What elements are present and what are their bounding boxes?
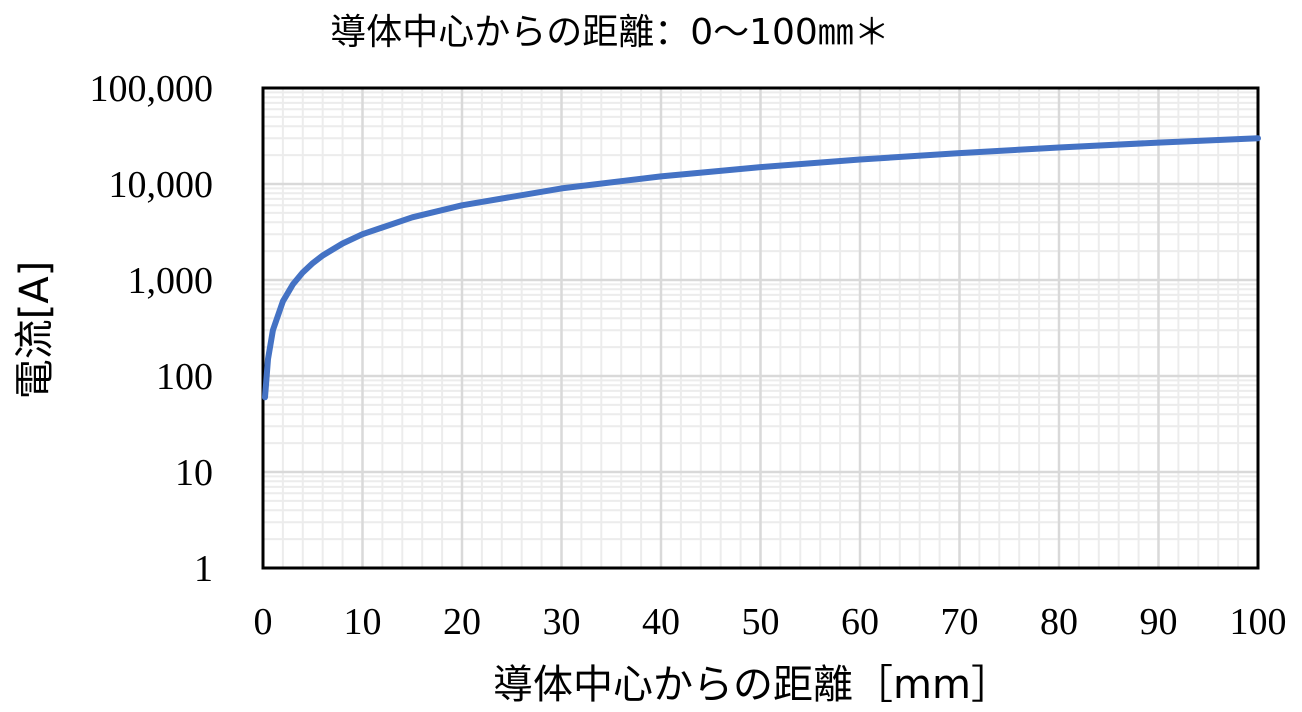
x-tick-label: 60 [841, 601, 879, 643]
plot-frame [261, 86, 1260, 570]
y-tick-label: 10 [175, 452, 213, 494]
x-tick-label: 20 [443, 601, 481, 643]
series-layer [262, 135, 1261, 401]
y-tick-labels: 1 10 100 1,000 10,000 100,000 [90, 68, 214, 590]
x-axis-label: 導体中心からの距離［mm］ [493, 662, 1011, 708]
x-tick-label: 40 [642, 601, 680, 643]
x-tick-labels: 0 10 20 30 40 50 60 70 80 90 100 [254, 601, 1287, 643]
y-tick-label: 10,000 [109, 164, 214, 206]
chart-title: 導体中心からの距離：0～100㎜＊ [330, 12, 890, 53]
y-tick-label: 100,000 [90, 68, 214, 110]
x-tick-label: 80 [1040, 601, 1078, 643]
major-gridlines [261, 86, 1260, 570]
x-tick-label: 70 [941, 601, 979, 643]
y-axis-label: 電流[A] [12, 261, 58, 400]
x-tick-label: 100 [1230, 601, 1287, 643]
y-tick-label: 100 [156, 356, 213, 398]
x-tick-label: 50 [742, 601, 780, 643]
y-tick-label: 1 [194, 548, 213, 590]
x-tick-label: 0 [254, 601, 273, 643]
y-tick-label: 1,000 [128, 260, 214, 302]
x-tick-label: 10 [344, 601, 382, 643]
x-tick-label: 30 [543, 601, 581, 643]
data-line [262, 135, 1261, 401]
x-tick-label: 90 [1140, 601, 1178, 643]
